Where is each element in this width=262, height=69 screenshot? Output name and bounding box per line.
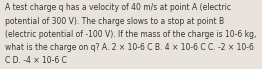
Text: (electric potential of -100 V). If the mass of the charge is 10-6 kg,: (electric potential of -100 V). If the m… <box>5 30 256 39</box>
Text: C D. -4 × 10-6 C: C D. -4 × 10-6 C <box>5 56 67 65</box>
Text: what is the charge on q? A. 2 × 10-6 C B. 4 × 10-6 C C. -2 × 10-6: what is the charge on q? A. 2 × 10-6 C B… <box>5 43 254 52</box>
Text: A test charge q has a velocity of 40 m/s at point A (electric: A test charge q has a velocity of 40 m/s… <box>5 3 231 12</box>
Text: potential of 300 V). The charge slows to a stop at point B: potential of 300 V). The charge slows to… <box>5 17 224 26</box>
